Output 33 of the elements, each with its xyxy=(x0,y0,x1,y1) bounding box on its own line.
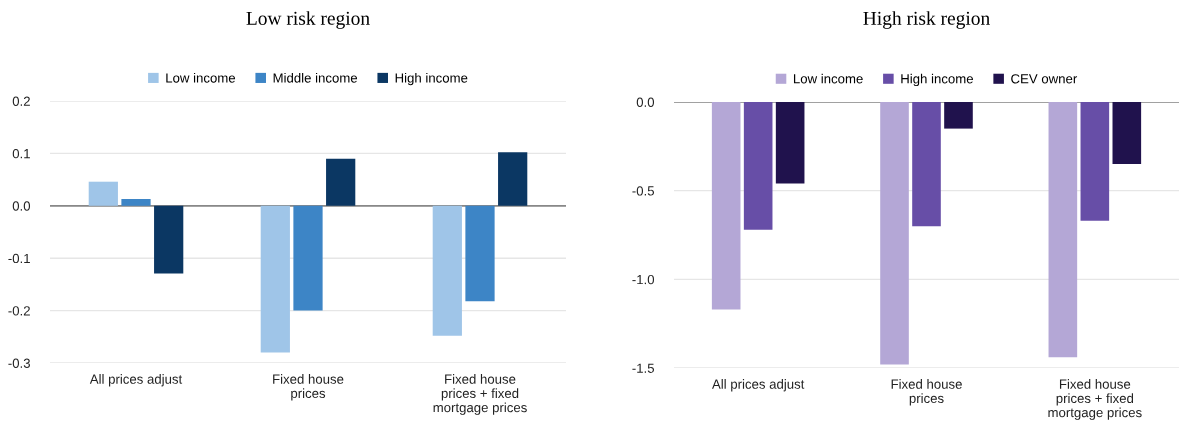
legend-label: Middle income xyxy=(273,72,358,83)
y-tick-label: 0.0 xyxy=(636,97,655,107)
bar xyxy=(121,198,151,206)
legend-label: Low income xyxy=(166,72,236,83)
legend-label: CEV owner xyxy=(1011,74,1078,84)
bar xyxy=(498,152,528,206)
x-tick-label: Fixed house prices xyxy=(273,374,344,401)
x-tick-label: All prices adjust xyxy=(89,374,183,387)
y-tick-label: 0.1 xyxy=(12,148,30,159)
bar xyxy=(326,158,356,206)
x-tick-label: Fixed house prices xyxy=(891,379,962,406)
legend-label: Low income xyxy=(793,73,863,84)
y-tick-label: -0.2 xyxy=(8,306,30,316)
y-tick-label: 0.0 xyxy=(12,201,31,211)
y-tick-label: -0.5 xyxy=(632,186,654,196)
y-tick-label: -0.3 xyxy=(8,358,30,368)
x-tick-label: Fixed house prices + fixed mortgage prices xyxy=(433,374,527,415)
y-tick-label: -1.0 xyxy=(632,274,655,285)
y-tick-label: -1.5 xyxy=(632,363,654,373)
x-tick-label: All prices adjust xyxy=(712,379,805,392)
bar xyxy=(260,205,290,353)
chart-title: Low risk region xyxy=(246,11,370,29)
y-tick-label: 0.2 xyxy=(12,96,30,106)
x-tick-label: Fixed house prices + fixed mortgage prices xyxy=(1048,379,1142,420)
legend-label: High income xyxy=(395,72,468,86)
bar xyxy=(88,181,118,206)
y-tick-label: -0.1 xyxy=(8,253,30,264)
chart-title: High risk region xyxy=(863,11,990,29)
legend-label: High income xyxy=(901,73,973,87)
bar xyxy=(154,205,184,274)
bar xyxy=(432,205,462,336)
bar xyxy=(465,205,495,302)
bar xyxy=(293,205,323,311)
